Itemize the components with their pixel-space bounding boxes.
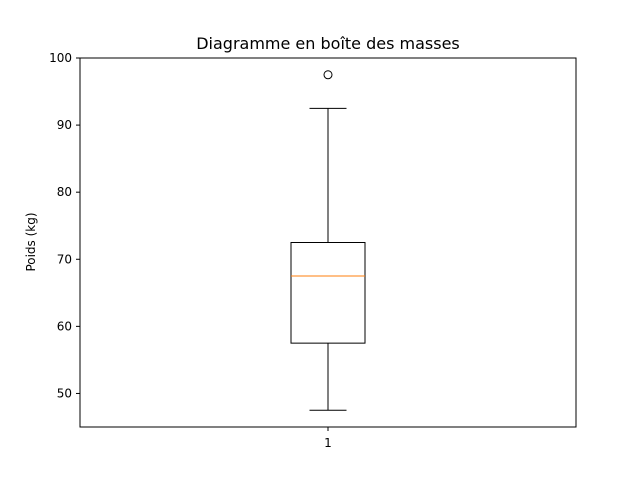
y-axis-label: Poids (kg) — [24, 212, 38, 271]
plot-area: 50 60 70 80 90 100 1 — [49, 51, 577, 450]
chart-title: Diagramme en boîte des masses — [196, 34, 460, 53]
y-tick-label: 70 — [57, 252, 72, 266]
y-tick-label: 100 — [49, 51, 72, 65]
y-tick-label: 80 — [57, 185, 72, 199]
x-tick-label: 1 — [324, 436, 332, 450]
outlier-point — [323, 70, 333, 80]
box-iqr — [290, 242, 366, 344]
y-tick-label: 60 — [57, 319, 72, 333]
y-tick-label: 50 — [57, 386, 72, 400]
y-tick-label: 90 — [57, 118, 72, 132]
